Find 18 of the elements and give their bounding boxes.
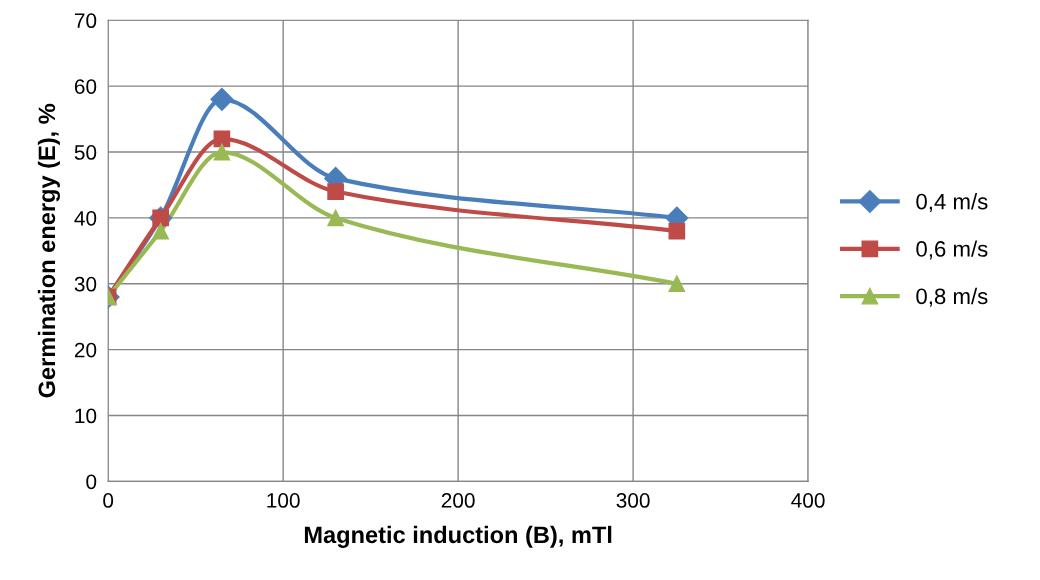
legend-label: 0,4 m/s [916,193,988,213]
x-tick-label: 0 [103,493,114,508]
x-tick-label: 100 [267,493,300,508]
legend-label: 0,6 m/s [916,240,988,260]
y-tick-label: 70 [74,13,97,29]
y-tick-label: 10 [75,408,97,424]
y-axis-title: Germination energy (E), % [37,103,60,398]
x-tick-label: 200 [441,493,475,508]
x-axis-title: Magnetic induction (B), mTl [304,525,612,548]
x-tick-label: 300 [616,493,650,508]
y-tick-label: 40 [74,210,97,226]
legend-label: 0,8 m/s [916,287,988,307]
y-tick-label: 30 [74,276,97,292]
y-tick-label: 20 [74,342,97,358]
y-tick-label: 60 [74,79,97,94]
x-tick-label: 400 [791,493,825,508]
y-tick-label: 0 [86,474,97,490]
y-tick-label: 50 [74,145,97,160]
